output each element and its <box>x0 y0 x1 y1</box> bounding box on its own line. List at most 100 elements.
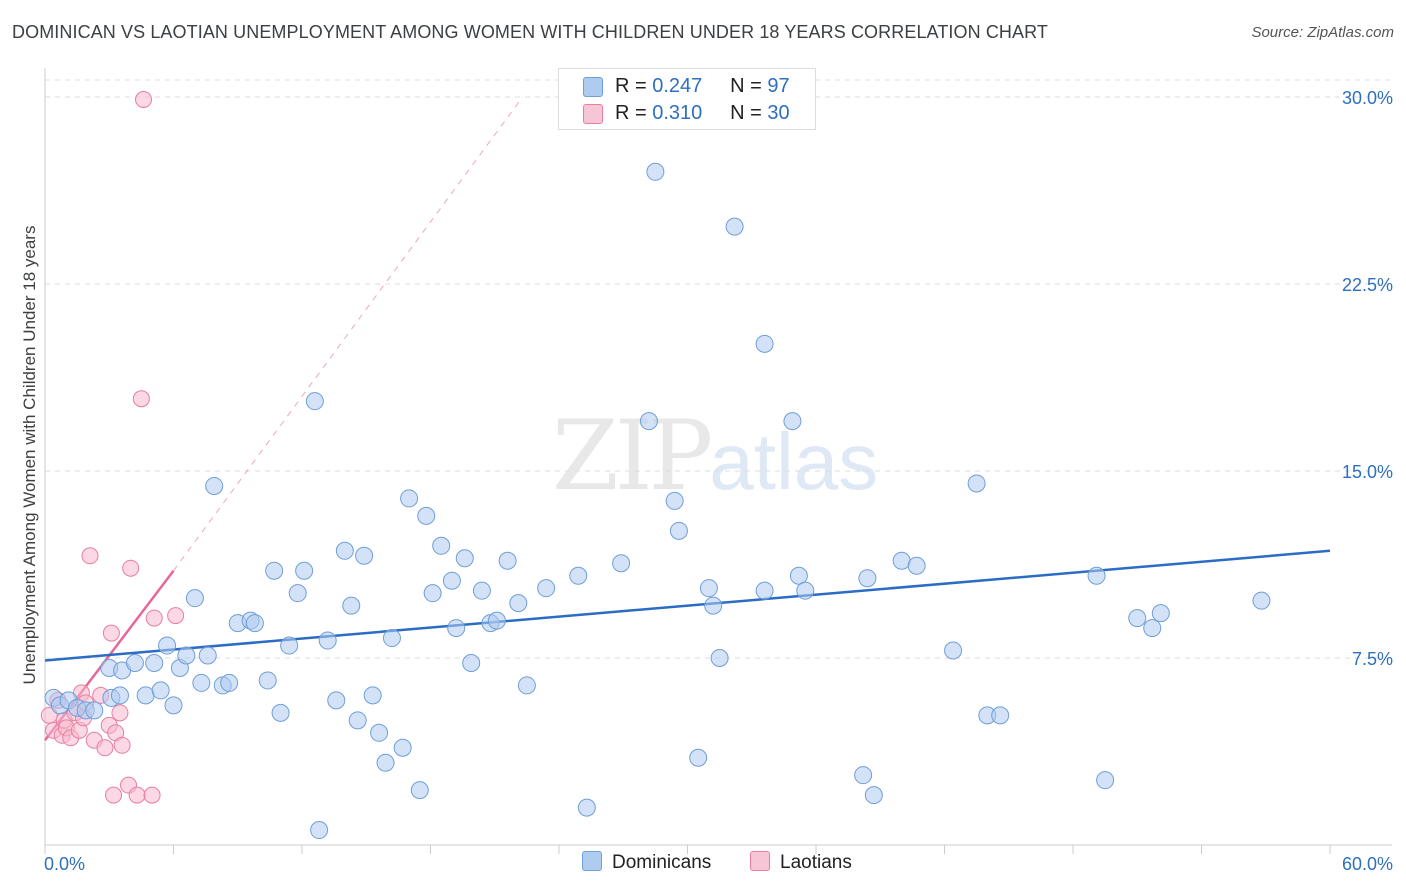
dominican-point <box>335 541 354 560</box>
dominican-point <box>348 711 367 730</box>
dominican-point <box>783 412 802 431</box>
laotian-trend-extension <box>173 96 523 572</box>
dominican-point <box>164 696 183 715</box>
dominican-point <box>858 569 877 588</box>
dominican-point <box>665 491 684 510</box>
dominican-point <box>265 561 284 580</box>
dominican-point <box>789 566 808 585</box>
dominican-point <box>342 596 361 615</box>
dominican-point <box>382 629 401 648</box>
dominican-point <box>198 646 217 665</box>
chart-title: DOMINICAN VS LAOTIAN UNEMPLOYMENT AMONG … <box>12 22 1048 42</box>
dominican-point <box>271 703 290 722</box>
dominican-point <box>192 673 211 692</box>
dominican-point <box>355 546 374 565</box>
legend-r-value: 0.247 <box>652 75 703 97</box>
dominican-point <box>280 636 299 655</box>
dominican-point <box>1087 566 1106 585</box>
dominican-point <box>393 738 412 757</box>
dominican-point <box>755 334 774 353</box>
legend-r-label: R = <box>615 75 647 97</box>
laotian-point <box>128 786 146 804</box>
dominican-point <box>205 476 224 495</box>
dominican-point <box>136 686 155 705</box>
dominican-point <box>245 614 264 633</box>
dominican-point <box>669 521 688 540</box>
dominican-point <box>864 786 883 805</box>
dominican-point <box>689 748 708 767</box>
dominican-point <box>725 217 744 236</box>
dominican-point <box>710 649 729 667</box>
dominican-point <box>1128 609 1147 628</box>
laotian-point <box>105 786 123 804</box>
dominican-point <box>612 554 631 573</box>
dominican-point <box>577 798 596 817</box>
dominican-point <box>704 596 723 615</box>
dominican-point <box>177 646 196 665</box>
dominican-point <box>185 589 204 608</box>
axes <box>44 68 1392 854</box>
dominican-point <box>455 549 474 568</box>
dominican-point <box>1143 619 1162 638</box>
dominican-point <box>376 753 395 772</box>
dominican-point <box>310 821 329 840</box>
x-tick-label-min: 0.0% <box>44 854 85 874</box>
laotian-point <box>145 609 163 627</box>
legend-text-laotians: R = 0.310 N = 30 <box>615 102 790 125</box>
dominican-point <box>569 566 588 585</box>
bottom-label-dominicans: Dominicans <box>612 852 712 873</box>
dominican-point <box>487 611 506 630</box>
dominican-point <box>288 584 307 603</box>
dominican-point <box>327 691 346 710</box>
dominican-trend-line <box>44 549 1331 662</box>
legend-swatch-laotians <box>583 104 603 124</box>
tick-labels: 7.5% 15.0% 22.5% 30.0% 0.0% 60.0% <box>44 88 1393 874</box>
dominican-point <box>423 584 442 603</box>
bottom-label-laotians: Laotians <box>780 852 852 873</box>
dominican-point <box>537 579 556 598</box>
dominican-point <box>125 653 144 672</box>
dominican-point <box>400 489 419 508</box>
correlation-legend: R = 0.247 N = 97 R = 0.310 N = 30 <box>558 68 816 130</box>
dominican-point <box>498 551 517 570</box>
legend-n-label: N = <box>730 102 762 124</box>
dominican-point <box>305 392 324 411</box>
dominican-point <box>796 581 815 600</box>
laotian-point <box>96 739 114 757</box>
dominican-point <box>517 676 536 695</box>
dominican-point <box>967 474 986 493</box>
laotian-point <box>111 704 129 722</box>
y-tick-label: 15.0% <box>1342 462 1393 482</box>
dominican-point <box>509 594 528 613</box>
watermark-zip: ZIP <box>552 400 713 512</box>
dominican-point <box>220 673 239 692</box>
legend-r-value: 0.310 <box>652 102 703 124</box>
dominican-point <box>417 506 436 525</box>
laotian-point <box>143 786 161 804</box>
y-tick-label: 22.5% <box>1342 275 1393 295</box>
dominican-point <box>472 581 491 600</box>
legend-n-label: N = <box>730 75 762 97</box>
bottom-swatch-dominicans <box>582 851 602 871</box>
dominican-point <box>991 706 1010 725</box>
dominican-point <box>158 636 177 655</box>
dominican-point <box>318 631 337 650</box>
y-tick-label: 7.5% <box>1352 649 1393 669</box>
legend-n-value: 30 <box>767 102 790 124</box>
legend-n-value: 97 <box>767 75 790 97</box>
dominican-point <box>370 723 389 742</box>
bottom-legend-laotians: Laotians <box>750 851 852 874</box>
dominican-point <box>944 641 963 660</box>
legend-r-label: R = <box>615 102 647 124</box>
laotian-point <box>132 390 150 408</box>
laotian-point <box>167 607 185 625</box>
x-tick-label-max: 60.0% <box>1342 854 1393 874</box>
laotian-point <box>102 624 120 642</box>
dominican-point <box>151 681 170 700</box>
dominican-point <box>854 766 873 785</box>
y-tick-label: 30.0% <box>1342 88 1393 108</box>
dominican-point <box>755 581 774 600</box>
dominican-points <box>44 162 1271 840</box>
dominican-point <box>447 619 466 638</box>
